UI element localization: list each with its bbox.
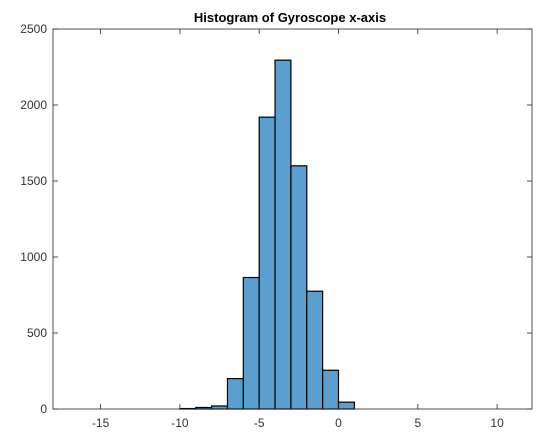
bars-layer bbox=[180, 60, 354, 409]
x-tick-label: -5 bbox=[254, 416, 265, 430]
histogram-bar bbox=[243, 278, 259, 409]
x-tick-label: 10 bbox=[490, 416, 504, 430]
histogram-bar bbox=[227, 379, 243, 409]
y-tick-label: 0 bbox=[40, 402, 47, 416]
y-tick-label: 1000 bbox=[20, 250, 47, 264]
y-tick-label: 2000 bbox=[20, 98, 47, 112]
x-tick-label: 0 bbox=[335, 416, 342, 430]
histogram-bar bbox=[259, 117, 275, 409]
x-tick-label: 5 bbox=[414, 416, 421, 430]
histogram-bar bbox=[212, 406, 228, 409]
y-tick-label: 500 bbox=[27, 326, 47, 340]
histogram-bar bbox=[323, 370, 339, 409]
y-tick-label: 1500 bbox=[20, 174, 47, 188]
x-tick-label: -15 bbox=[92, 416, 110, 430]
histogram-bar bbox=[275, 60, 291, 409]
histogram-bar bbox=[338, 402, 354, 409]
x-tick-label: -10 bbox=[171, 416, 189, 430]
histogram-bar bbox=[291, 166, 307, 409]
histogram-bar bbox=[307, 291, 323, 409]
chart-title: Histogram of Gyroscope x-axis bbox=[194, 10, 386, 25]
y-tick-label: 2500 bbox=[20, 22, 47, 36]
